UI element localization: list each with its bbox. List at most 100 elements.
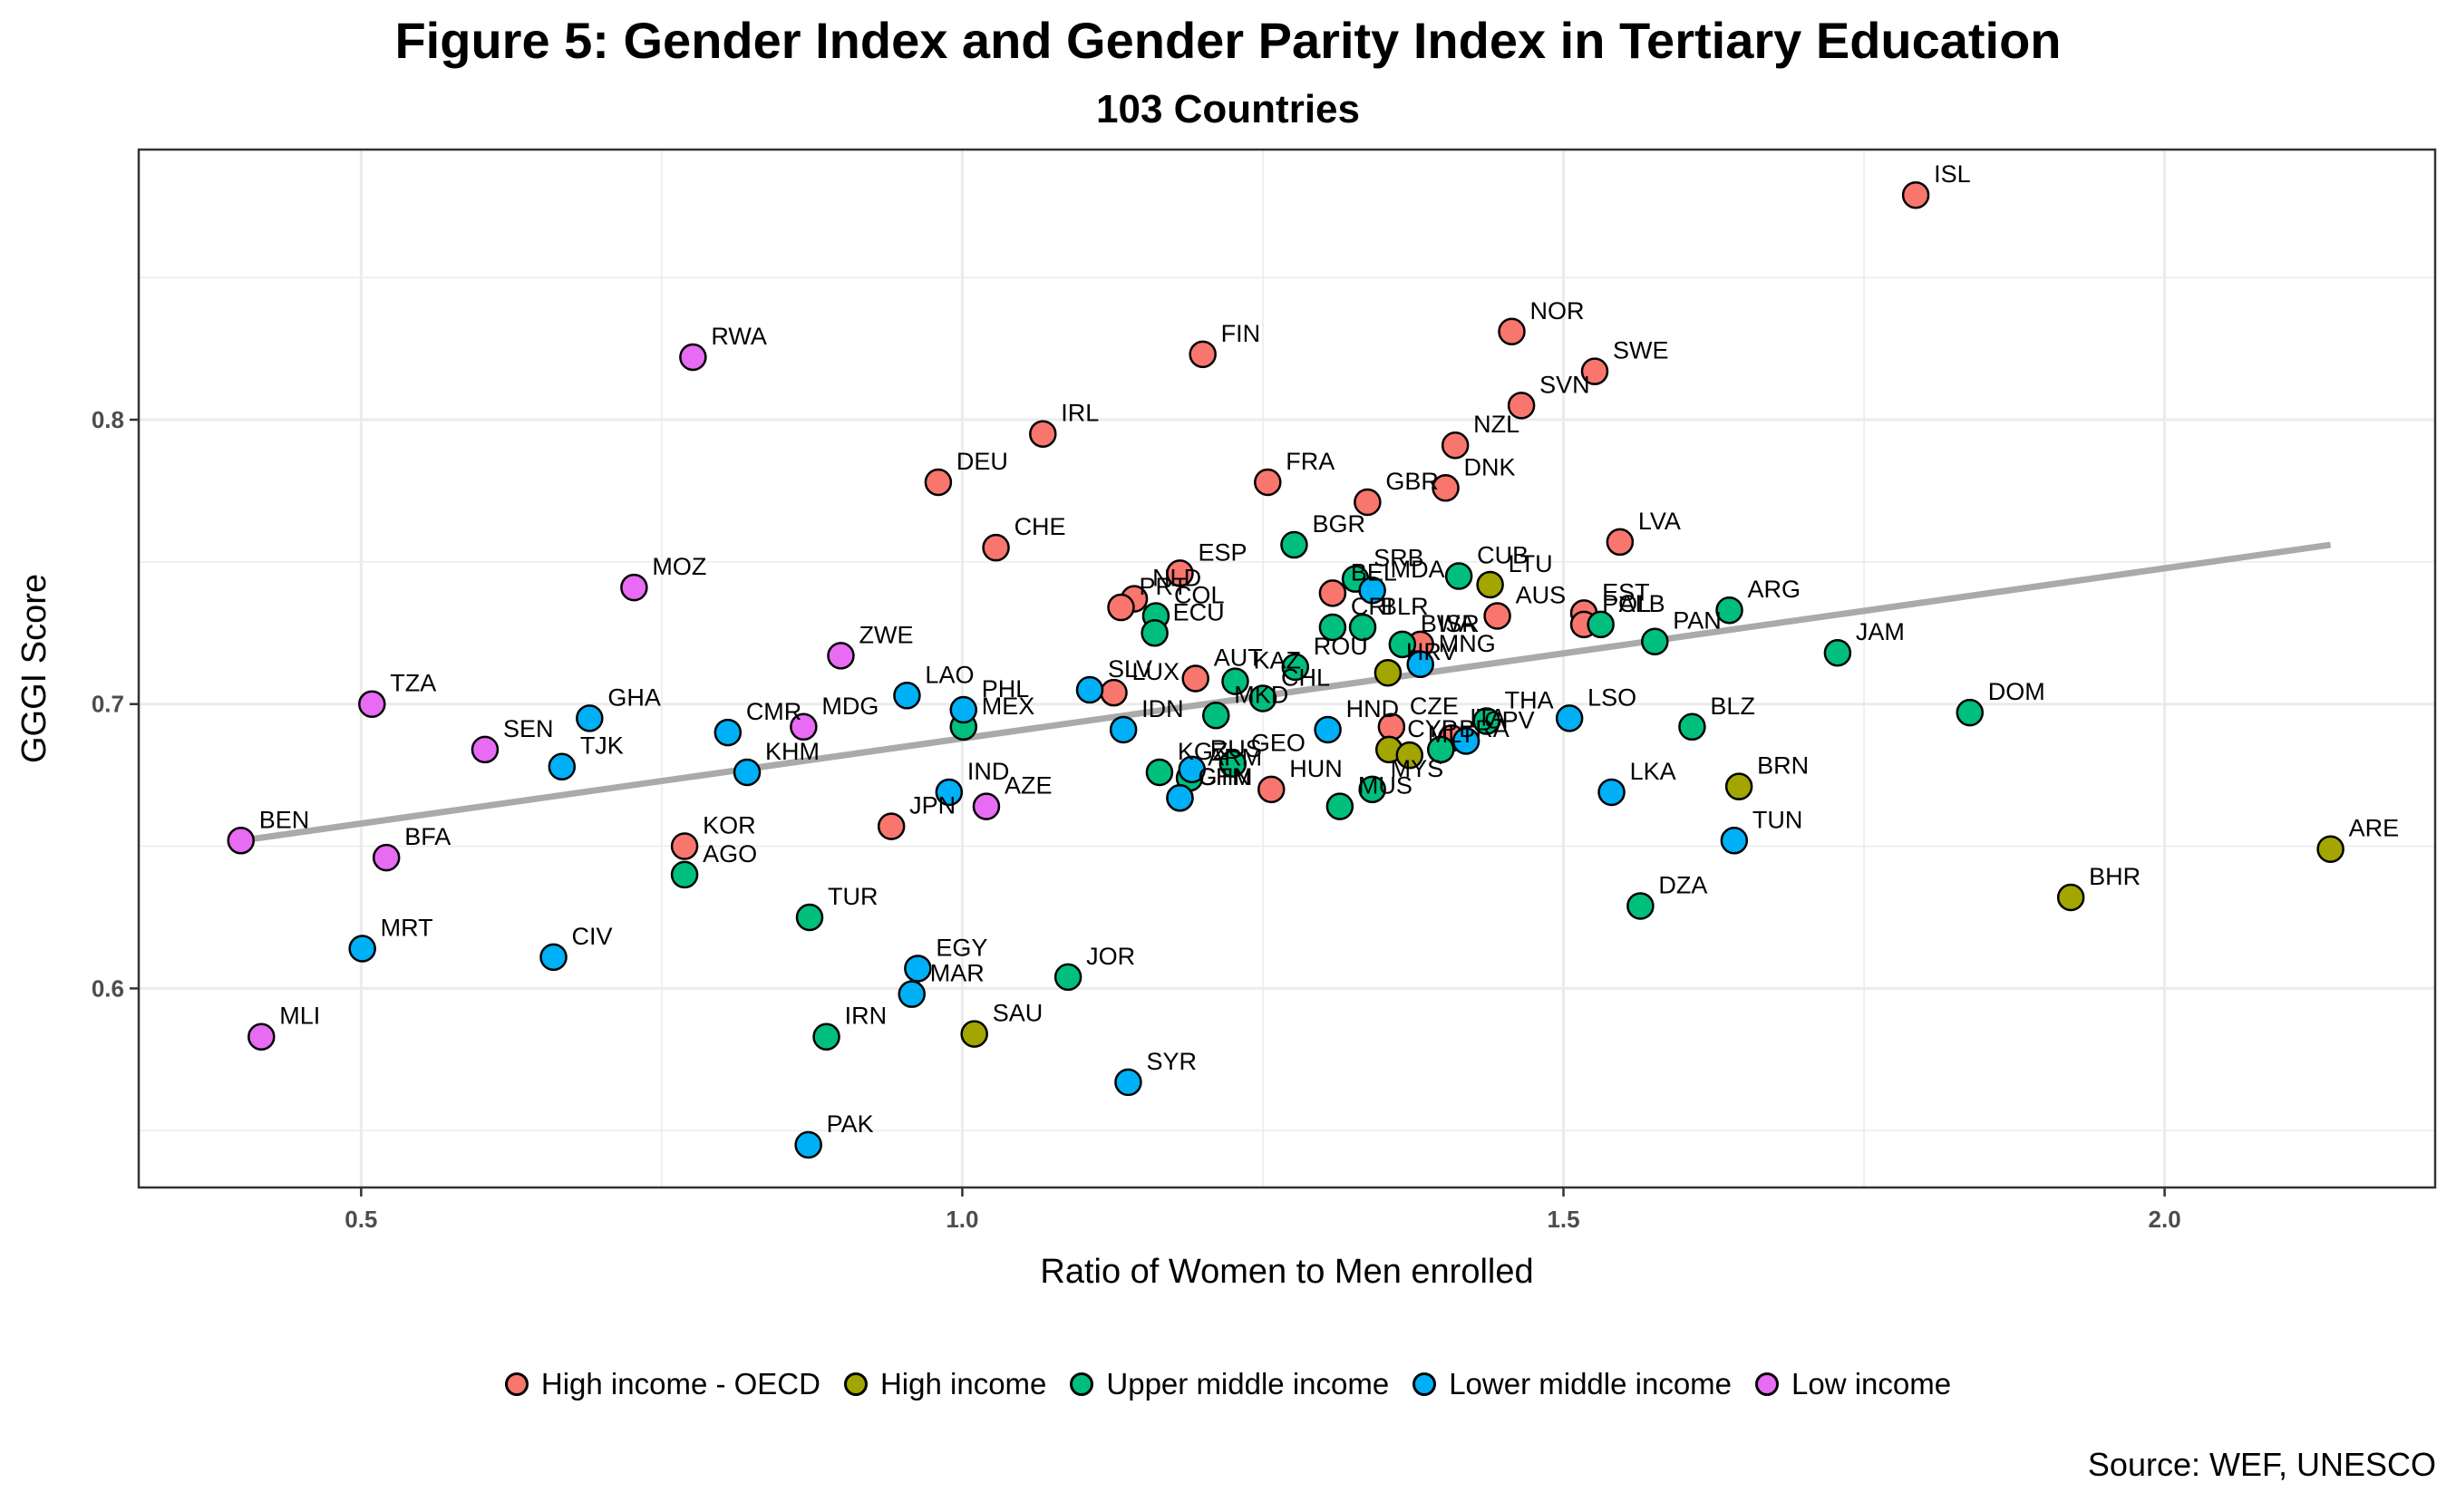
- point-chl: [1248, 684, 1277, 712]
- point-lux: [1100, 678, 1128, 707]
- point-prt: [1107, 593, 1135, 622]
- point-dnk: [1432, 474, 1460, 502]
- point-deu: [924, 468, 953, 497]
- point-label-arm: ARM: [1208, 743, 1262, 771]
- point-label-che: CHE: [1014, 513, 1066, 540]
- point-ind: [935, 778, 964, 807]
- point-label-nld: NLD: [1152, 565, 1201, 592]
- point-geo: [1218, 750, 1247, 778]
- point-label-lva: LVA: [1638, 508, 1681, 535]
- point-label-sau: SAU: [993, 1000, 1044, 1027]
- point-label-idn: IDN: [1141, 695, 1184, 722]
- point-egy: [904, 955, 932, 983]
- legend-item: High income - OECD: [504, 1367, 820, 1401]
- point-label-moz: MOZ: [652, 553, 706, 580]
- point-aze: [972, 792, 1001, 820]
- point-label-swe: SWE: [1613, 337, 1669, 364]
- y-tick-label: 0.7: [92, 691, 124, 718]
- point-zwe: [827, 642, 855, 670]
- point-isl: [1901, 180, 1930, 209]
- legend-label: High income: [879, 1367, 1047, 1401]
- trend-line: [240, 541, 2332, 844]
- legend-dot-icon: [1412, 1372, 1437, 1396]
- point-sen: [471, 735, 500, 764]
- point-tha: [1472, 707, 1500, 735]
- legend-dot-icon: [504, 1372, 529, 1396]
- point-aut: [1181, 664, 1209, 693]
- point-label-are: ARE: [2349, 815, 2400, 842]
- point-label-khm: KHM: [765, 738, 820, 765]
- point-label-dnk: DNK: [1464, 453, 1516, 480]
- point-label-aus: AUS: [1516, 581, 1567, 608]
- point-gha: [576, 704, 604, 732]
- point-irn: [812, 1023, 840, 1051]
- point-label-est: EST: [1602, 578, 1650, 606]
- point-cpv: [1451, 727, 1480, 755]
- point-label-phl: PHL: [982, 675, 1030, 703]
- point-che: [982, 533, 1010, 562]
- point-label-aze: AZE: [1005, 772, 1053, 800]
- point-jpn: [877, 812, 906, 840]
- legend-item: Lower middle income: [1412, 1367, 1732, 1401]
- point-label-jam: JAM: [1856, 618, 1905, 645]
- point-label-lux: LUX: [1132, 658, 1180, 685]
- point-pan: [1641, 627, 1669, 655]
- point-lva: [1606, 528, 1635, 557]
- point-mli: [248, 1023, 276, 1051]
- point-label-jor: JOR: [1086, 943, 1135, 970]
- point-label-cpv: CPV: [1484, 706, 1535, 733]
- legend: High income - OECD High income Upper middl…: [0, 1367, 2456, 1401]
- point-tjk: [548, 752, 577, 780]
- point-label-esp: ESP: [1198, 538, 1247, 566]
- point-label-lao: LAO: [925, 661, 974, 688]
- point-sau: [960, 1020, 988, 1048]
- point-label-civ: CIV: [572, 923, 613, 950]
- point-label-pan: PAN: [1673, 607, 1722, 635]
- point-label-zwe: ZWE: [859, 621, 913, 648]
- point-label-tun: TUN: [1752, 806, 1803, 833]
- point-label-gha: GHA: [607, 683, 661, 711]
- point-khm: [733, 758, 762, 787]
- point-fra: [1254, 468, 1282, 497]
- point-label-mdg: MDG: [821, 693, 879, 720]
- point-tur: [795, 903, 824, 932]
- x-tick-label: 1.0: [946, 1206, 978, 1233]
- legend-label: Lower middle income: [1449, 1367, 1733, 1401]
- point-label-ltu: LTU: [1509, 550, 1553, 577]
- chart-subtitle: 103 Countries: [1096, 87, 1360, 131]
- axes: 0.5 1.0 1.5 2.0 0.6 0.7 0.8: [92, 406, 2181, 1233]
- point-bgr: [1280, 530, 1308, 559]
- point-dom: [1956, 698, 1985, 727]
- point-cub: [1444, 562, 1473, 590]
- point-label-hrv: HRV: [1406, 638, 1458, 665]
- point-label-chl: CHL: [1281, 664, 1330, 691]
- point-label-ita: ITA: [1470, 703, 1506, 731]
- point-arg: [1715, 596, 1743, 625]
- point-label-rou: ROU: [1314, 633, 1368, 660]
- point-label-mar: MAR: [930, 960, 985, 987]
- point-label-dza: DZA: [1658, 871, 1707, 898]
- point-moz: [620, 573, 648, 602]
- point-label-bra: BRA: [1459, 715, 1510, 742]
- point-label-irn: IRN: [845, 1003, 888, 1030]
- point-lso: [1555, 704, 1584, 732]
- y-axis-label: GGGI Score: [15, 574, 53, 763]
- point-mys: [1358, 775, 1386, 804]
- point-label-cub: CUB: [1477, 542, 1529, 569]
- point-cmr: [714, 718, 743, 747]
- point-label-bel: BEL: [1351, 558, 1397, 586]
- point-label-tur: TUR: [828, 883, 879, 910]
- point-syr: [1114, 1068, 1142, 1097]
- point-label-sen: SEN: [503, 715, 554, 742]
- point-bhr: [2056, 883, 2085, 912]
- legend-dot-icon: [1070, 1372, 1094, 1396]
- point-label-hun: HUN: [1289, 755, 1343, 782]
- points-layer: [227, 180, 2344, 1159]
- point-gtm: [1166, 783, 1194, 812]
- point-hrv: [1374, 658, 1403, 687]
- point-label-mli: MLI: [279, 1003, 320, 1030]
- point-label-bhr: BHR: [2089, 863, 2141, 890]
- point-label-col: COL: [1174, 581, 1225, 608]
- point-blz: [1678, 712, 1706, 741]
- grid-lines: [139, 150, 2435, 1187]
